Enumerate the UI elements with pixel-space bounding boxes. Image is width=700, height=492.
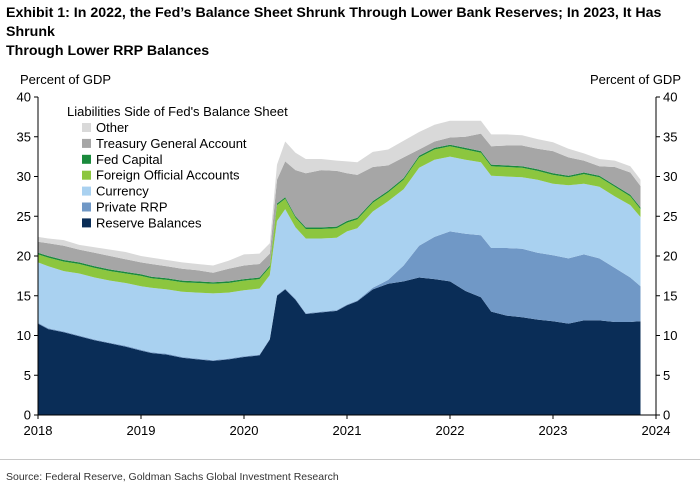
chart-legend: Liabilities Side of Fed's Balance SheetO… xyxy=(67,104,288,230)
legend-swatch-treasury-general-account xyxy=(82,138,91,148)
chart-title-line-2: Through Lower RRP Balances xyxy=(6,43,210,59)
x-tick-label-2019: 2019 xyxy=(127,423,156,438)
area-treasury-general-account xyxy=(38,133,641,283)
x-tick-label-2021: 2021 xyxy=(333,423,362,438)
y-tick-label-right: 25 xyxy=(663,209,677,224)
legend-label-foreign-official-accounts: Foreign Official Accounts xyxy=(96,168,240,183)
y-tick-label-right: 30 xyxy=(663,169,677,184)
x-tick-label-2020: 2020 xyxy=(230,423,259,438)
y-tick-label-left: 40 xyxy=(17,90,31,105)
y-tick-label-left: 15 xyxy=(17,288,31,303)
y-tick-label-right: 0 xyxy=(663,408,670,423)
y-tick-label-left: 30 xyxy=(17,169,31,184)
y-tick-label-left: 5 xyxy=(24,368,31,383)
y-tick-label-right: 35 xyxy=(663,129,677,144)
y-tick-label-left: 10 xyxy=(17,328,31,343)
y-tick-label-right: 40 xyxy=(663,90,677,105)
legend-swatch-fed-capital xyxy=(82,154,91,164)
legend-label-treasury-general-account: Treasury General Account xyxy=(96,136,247,151)
y-axis-right-title: Percent of GDP xyxy=(590,72,681,87)
area-layers xyxy=(38,120,641,415)
legend-label-reserve-balances: Reserve Balances xyxy=(96,215,202,230)
x-tick-label-2022: 2022 xyxy=(436,423,465,438)
y-tick-label-right: 10 xyxy=(663,328,677,343)
y-tick-label-right: 20 xyxy=(663,249,677,264)
area-currency xyxy=(38,156,641,361)
y-tick-label-right: 5 xyxy=(663,368,670,383)
x-tick-label-2018: 2018 xyxy=(24,423,53,438)
x-tick-label-2023: 2023 xyxy=(539,423,568,438)
legend-label-private-rrp: Private RRP xyxy=(96,200,168,215)
y-tick-label-right: 15 xyxy=(663,288,677,303)
legend-label-currency: Currency xyxy=(96,184,149,199)
chart-title: Exhibit 1: In 2022, the Fed’s Balance Sh… xyxy=(6,4,696,61)
area-private-rrp xyxy=(38,231,641,361)
area-reserve-balances xyxy=(38,277,641,415)
source-note: Source: Federal Reserve, Goldman Sachs G… xyxy=(6,471,339,483)
legend-title: Liabilities Side of Fed's Balance Sheet xyxy=(67,104,288,119)
legend-label-other: Other xyxy=(96,120,129,135)
x-tick-label-2024: 2024 xyxy=(642,423,671,438)
legend-label-fed-capital: Fed Capital xyxy=(96,152,163,167)
y-tick-label-left: 0 xyxy=(24,408,31,423)
legend-swatch-other xyxy=(82,123,91,132)
source-divider xyxy=(0,459,700,460)
y-axis-left-title: Percent of GDP xyxy=(20,72,111,87)
chart-title-line-1: Exhibit 1: In 2022, the Fed’s Balance Sh… xyxy=(6,5,662,40)
y-tick-label-left: 20 xyxy=(17,249,31,264)
legend-swatch-currency xyxy=(82,186,91,196)
legend-swatch-private-rrp xyxy=(82,202,91,212)
y-tick-label-left: 35 xyxy=(17,129,31,144)
y-tick-label-left: 25 xyxy=(17,209,31,224)
legend-swatch-foreign-official-accounts xyxy=(82,170,91,180)
legend-swatch-reserve-balances xyxy=(82,218,91,228)
